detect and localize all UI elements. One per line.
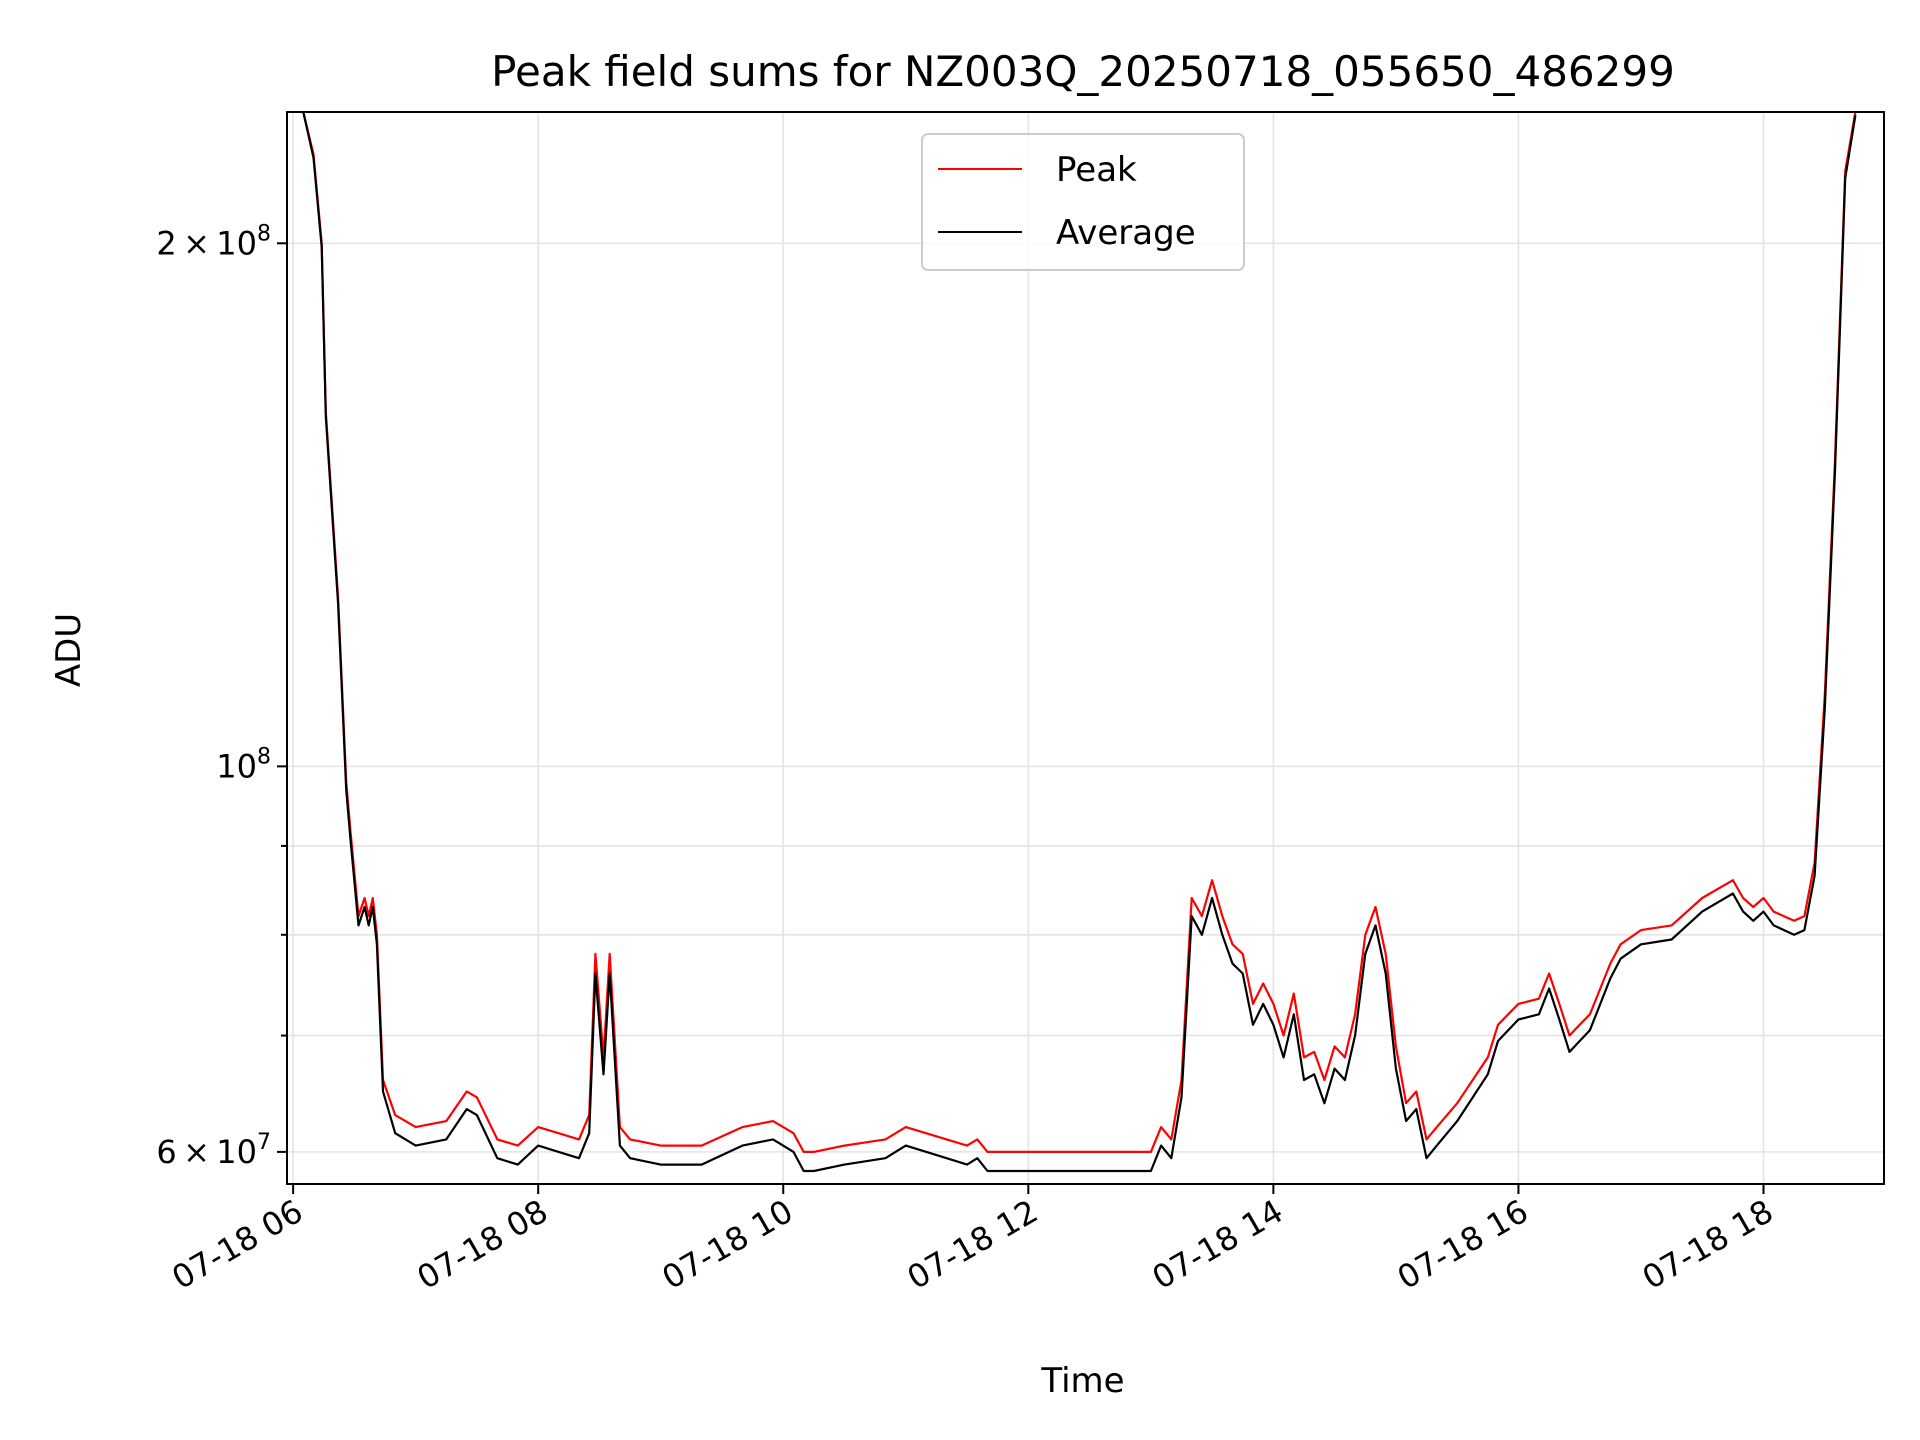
- y-tick-exponent: 8: [257, 221, 271, 246]
- x-axis-label: Time: [1040, 1361, 1124, 1401]
- y-tick-label: 108: [216, 744, 271, 785]
- chart-title: Peak field sums for NZ003Q_20250718_0556…: [491, 47, 1675, 96]
- plot-frame: [286, 111, 1885, 1185]
- y-axis-label: ADU: [49, 613, 89, 687]
- legend: Peak Average: [921, 133, 1245, 271]
- series-line-peak: [302, 112, 1857, 1154]
- y-tick-label: 6 × 107: [156, 1130, 271, 1171]
- legend-label-average: Average: [1056, 213, 1196, 253]
- legend-label-peak: Peak: [1056, 150, 1137, 190]
- y-tick-exponent: 8: [257, 744, 271, 769]
- y-tick-label: 2 × 108: [156, 221, 271, 262]
- series-line-average: [302, 112, 1857, 1173]
- plot-area: [302, 112, 1857, 1173]
- y-tick-exponent: 7: [257, 1130, 271, 1155]
- y-axis: 6 × 107 108 2 × 108: [156, 221, 287, 1171]
